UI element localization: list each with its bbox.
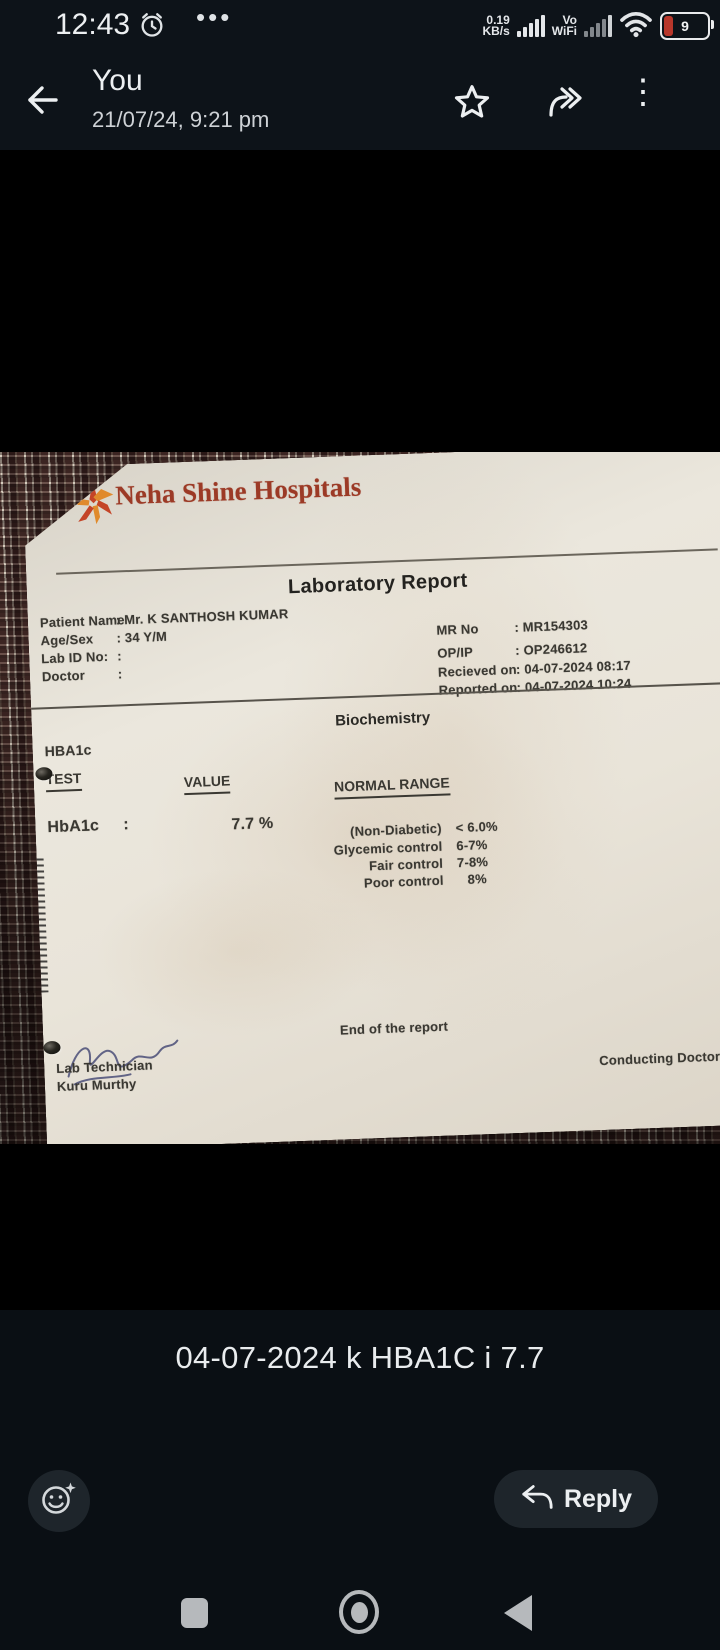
top-bars: 12:43 ••• 0.19 KB/s Vo WiFi [0,0,720,150]
message-caption: 04-07-2024 k HBA1C i 7.7 [175,1340,545,1375]
reply-label: Reply [563,1484,633,1513]
add-reaction-button[interactable] [28,1470,90,1532]
clock-time: 12:43 [55,8,131,41]
recents-button[interactable] [181,1598,208,1628]
android-back-button[interactable] [504,1595,532,1631]
sender-title[interactable]: You [92,64,143,97]
status-right-cluster: 0.19 KB/s Vo WiFi [482,4,714,48]
field-value: : [116,648,122,664]
field-label: MR No [436,621,479,638]
status-bar: 12:43 ••• 0.19 KB/s Vo WiFi [0,0,720,52]
punch-hole [43,1041,60,1055]
signal-bars-sim2-icon [584,15,612,37]
battery-percent: 9 [681,18,689,34]
field-value: : MR154303 [514,617,589,635]
home-dot [350,1601,368,1623]
navigation-bar [0,1588,720,1640]
home-button[interactable] [339,1590,379,1634]
signature-scribble [59,1028,187,1095]
signal-bars-icon [516,15,545,37]
conducting-doctor-label: Conducting Doctor [598,1048,720,1069]
panel-name: HBA1c [44,741,92,760]
kebab-menu-icon[interactable]: ⋮ [626,73,660,111]
back-arrow-icon[interactable] [22,80,62,120]
field-value: : Mr. K SANTHOSH KUMAR [115,606,289,628]
alarm-clock-icon [138,11,166,44]
field-value: : 04-07-2024 08:17 [515,657,632,677]
lab-technician-name: Kuru Murthy [56,1076,137,1095]
hospital-logo [71,478,117,526]
smiley-sparkle-icon [39,1479,79,1524]
message-timestamp: 21/07/24, 9:21 pm [92,107,270,132]
notification-dots-icon: ••• [196,2,233,32]
network-speed: 0.19 KB/s [482,13,510,38]
reply-arrow-icon [520,1481,554,1518]
reply-button[interactable]: Reply [494,1470,658,1528]
field-label: OP/IP [437,644,474,661]
column-header-value: VALUE [184,772,231,795]
field-label: Recieved on [437,661,518,680]
battery-level-fill [664,16,673,36]
app-bar: You 21/07/24, 9:21 pm ⋮ [0,52,720,150]
hospital-name: Neha Shine Hospitals [114,471,362,511]
report-title: Laboratory Report [287,569,468,599]
photo-image[interactable]: Neha Shine Hospitals Laboratory Report P… [0,452,720,1144]
result-colon: : [123,816,130,834]
star-icon[interactable] [452,82,492,122]
wifi-icon [619,10,653,43]
result-test-name: HbA1c [47,817,100,837]
report-paper: Neha Shine Hospitals Laboratory Report P… [22,452,720,1144]
field-value: : [117,666,123,682]
field-value: : 34 Y/M [116,628,168,646]
battery-icon: 9 [660,12,714,40]
field-value: : OP246612 [514,640,588,658]
column-header-range: NORMAL RANGE [334,774,450,799]
edge-smudge [35,857,49,992]
vowifi-label: Vo WiFi [551,13,577,38]
field-label: Reported on [438,679,518,698]
forward-icon[interactable] [542,82,582,122]
